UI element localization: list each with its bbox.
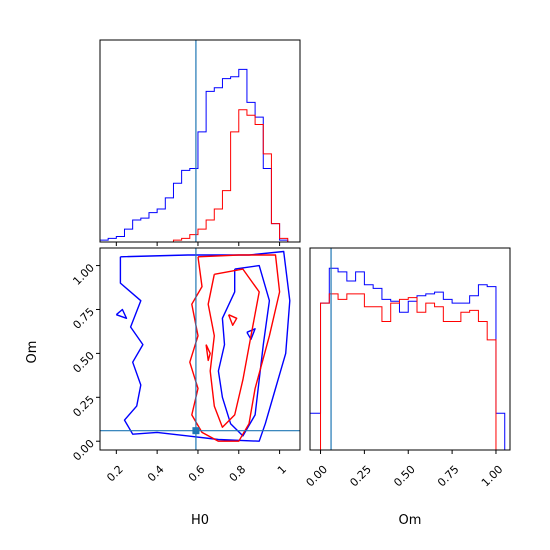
- histogram-om-series-red: [310, 293, 505, 450]
- x-tick-label: 0.8: [227, 463, 249, 485]
- y-tick-label: 0.75: [70, 305, 97, 332]
- contour-red-level-3: [205, 344, 211, 362]
- x-tick-label: 0.50: [391, 463, 418, 490]
- axes-frame: [99, 247, 301, 451]
- y-tick-label: 0.25: [70, 393, 97, 420]
- contour-blue-level-2: [217, 264, 271, 437]
- contour-blue-level-1: [119, 250, 291, 442]
- x-tick-label: 0.4: [145, 463, 167, 485]
- histogram-om-panel: 0.00 0.25 0.50 0.75 1.00: [304, 247, 511, 490]
- truth-marker: [192, 427, 200, 435]
- axes-frame: [99, 39, 301, 243]
- histogram-h0-series-blue: [100, 68, 289, 242]
- contour-red-level-2: [207, 268, 260, 428]
- x-tick-label: 1: [275, 463, 289, 477]
- x-axis-label-om: Om: [399, 513, 422, 528]
- axes-frame: [309, 247, 511, 451]
- x-tick-label: 1.00: [479, 463, 506, 490]
- contour-red-level-4: [227, 314, 238, 326]
- contour-blue-level-4: [246, 328, 256, 340]
- y-axis-label-om: Om: [25, 341, 40, 364]
- x-tick-label: 0.75: [435, 463, 462, 490]
- x-tick-label: 0.00: [304, 463, 331, 490]
- x-tick-label: 0.25: [347, 463, 374, 490]
- y-tick-label: 1.00: [70, 261, 97, 288]
- x-tick-label: 0.6: [186, 463, 208, 485]
- histogram-h0-panel: [99, 39, 301, 246]
- y-tick-label: 0.00: [70, 437, 97, 464]
- histogram-h0-series-red: [100, 109, 289, 242]
- contour-blue-level-3: [115, 308, 128, 319]
- x-tick-label: 0.2: [104, 463, 126, 485]
- y-tick-label: 0.50: [70, 349, 97, 376]
- contour-h0-om-panel: 0.2 0.4 0.6 0.8 1 0.00 0.25 0.50 0.75 1.00: [70, 247, 301, 485]
- x-axis-label-h0: H0: [191, 513, 209, 528]
- histogram-om-series-blue: [310, 267, 506, 450]
